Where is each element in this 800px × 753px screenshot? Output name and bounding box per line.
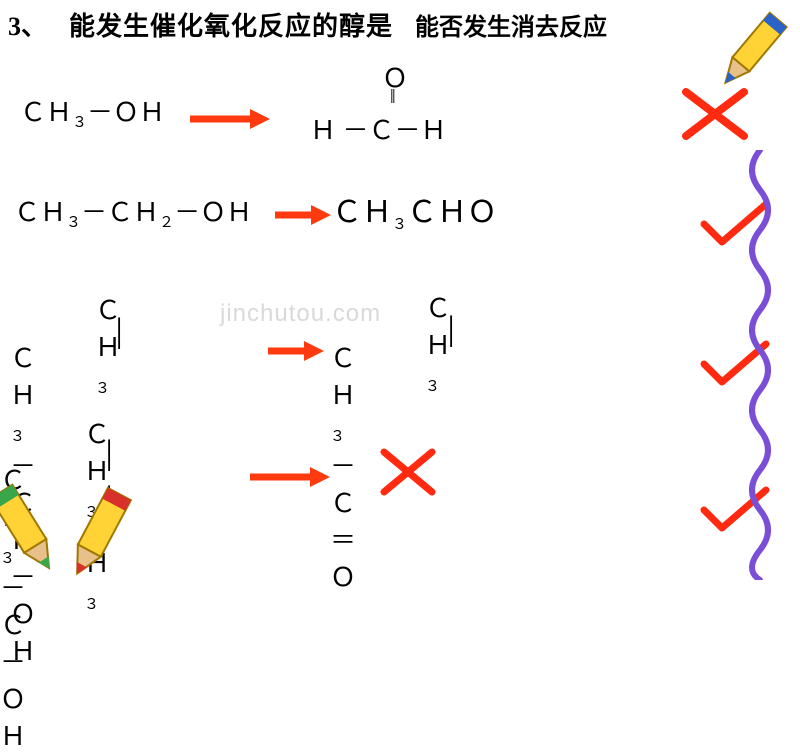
hcho-bottom: Ｈ －Ｃ－Ｈ <box>310 110 447 147</box>
pencils-bottom-icon <box>0 452 144 607</box>
title-row: 3、 能发生催化氧化反应的醇是 能否发生消去反应 <box>8 6 607 43</box>
ethanol: ＣＨ３－ＣＨ２－ＯＨ <box>14 200 252 231</box>
question-number: 3、 <box>8 6 47 43</box>
title-right: 能否发生消去反应 <box>415 7 607 42</box>
squiggle-line <box>740 150 780 585</box>
arrow-2 <box>275 204 331 212</box>
hcho-o: Ｏ <box>382 58 408 95</box>
hcho-double-bond: ‖ <box>390 86 393 109</box>
arrow-3 <box>268 340 324 348</box>
title-main: 能发生催化氧化反应的醇是 <box>69 6 393 43</box>
arrow-4 <box>250 466 330 474</box>
formaldehyde: Ｏ ‖ Ｈ －Ｃ－Ｈ <box>280 58 480 158</box>
watermark: jinchutou.com <box>220 300 381 328</box>
acetaldehyde: ＣＨ３ＣＨＯ <box>332 198 497 233</box>
methanol: ＣＨ３－ＯＨ <box>20 100 165 131</box>
arrow-1 <box>190 108 270 116</box>
oxidation-x <box>378 446 438 503</box>
pencil-top-icon <box>710 10 790 105</box>
